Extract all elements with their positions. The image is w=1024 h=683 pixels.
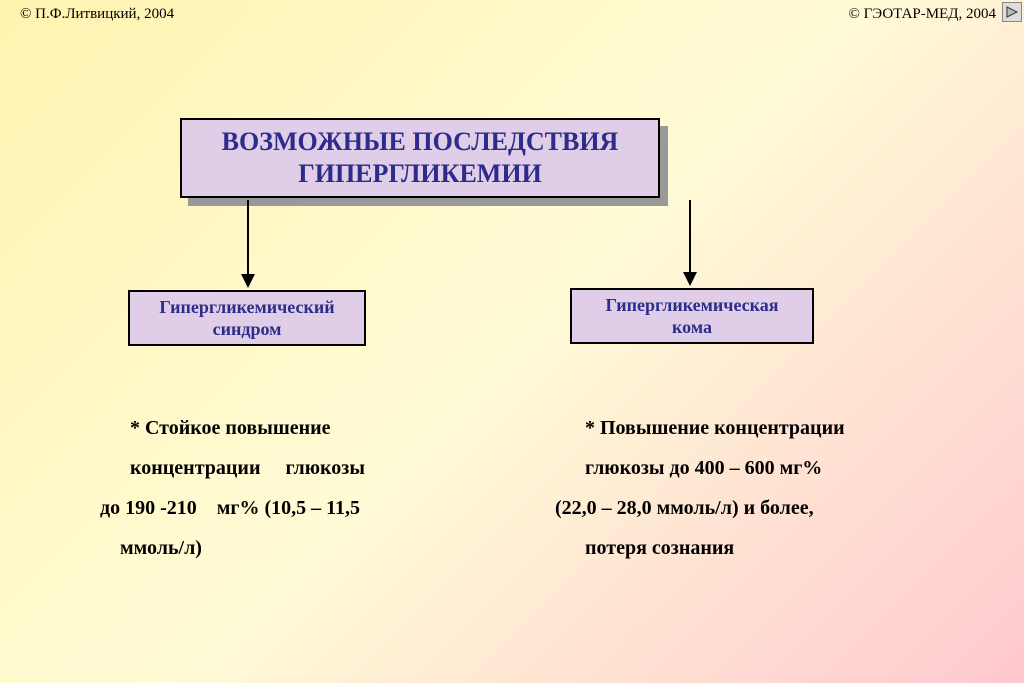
child-box-coma: Гипергликемическаякома bbox=[570, 288, 814, 344]
description-line: до 190 -210 мг% (10,5 – 11,5 bbox=[100, 488, 460, 528]
title-line-2: ГИПЕРГЛИКЕМИИ bbox=[298, 158, 542, 191]
description-line: * Повышение концентрации bbox=[555, 408, 935, 448]
nav-next-icon[interactable] bbox=[1002, 2, 1022, 22]
child-line2-syndrome: синдром bbox=[213, 318, 282, 341]
description-line: концентрации глюкозы bbox=[100, 448, 460, 488]
child-line1-coma: Гипергликемическая bbox=[606, 294, 779, 317]
arrow-head-syndrome bbox=[241, 274, 255, 288]
description-line: * Стойкое повышение bbox=[100, 408, 460, 448]
description-line: (22,0 – 28,0 ммоль/л) и более, bbox=[555, 488, 935, 528]
description-coma-desc: * Повышение концентрацииглюкозы до 400 –… bbox=[555, 408, 935, 568]
title-box: ВОЗМОЖНЫЕ ПОСЛЕДСТВИЯ ГИПЕРГЛИКЕМИИ bbox=[180, 118, 660, 198]
child-box-syndrome: Гипергликемическийсиндром bbox=[128, 290, 366, 346]
arrow-line-syndrome bbox=[247, 200, 249, 274]
slide-root: © П.Ф.Литвицкий, 2004 © ГЭОТАР-МЕД, 2004… bbox=[0, 0, 1024, 683]
copyright-right: © ГЭОТАР-МЕД, 2004 bbox=[848, 6, 996, 23]
arrow-head-coma bbox=[683, 272, 697, 286]
description-line: глюкозы до 400 – 600 мг% bbox=[555, 448, 935, 488]
title-line-1: ВОЗМОЖНЫЕ ПОСЛЕДСТВИЯ bbox=[222, 126, 619, 159]
description-line: ммоль/л) bbox=[100, 528, 460, 568]
description-line: потеря сознания bbox=[555, 528, 935, 568]
arrow-line-coma bbox=[689, 200, 691, 272]
child-line2-coma: кома bbox=[672, 316, 712, 339]
description-syndrome-desc: * Стойкое повышениеконцентрации глюкозыд… bbox=[100, 408, 460, 568]
child-line1-syndrome: Гипергликемический bbox=[159, 296, 334, 319]
copyright-left: © П.Ф.Литвицкий, 2004 bbox=[20, 6, 174, 23]
